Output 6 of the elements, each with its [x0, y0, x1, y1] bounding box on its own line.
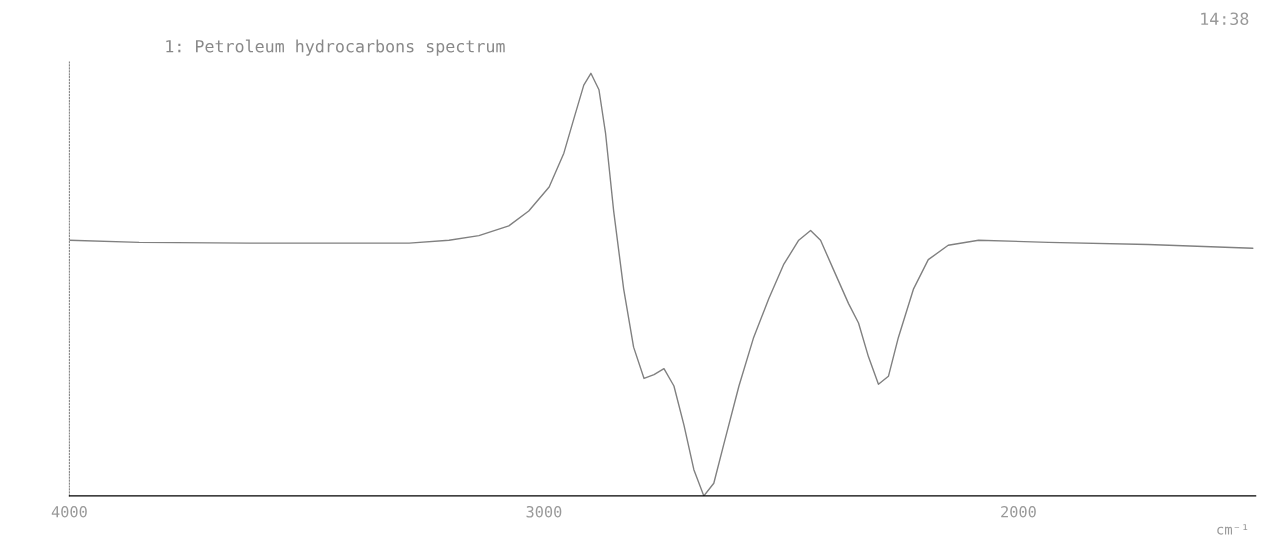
x-tick-label: 4000: [51, 505, 87, 518]
text: 14:38: [1201, 12, 1249, 26]
x-tick-label: 2000: [1001, 505, 1036, 518]
x-tick-label: 3000: [526, 505, 562, 518]
chart-title: 1: Petroleum hydrocarbons spectrum: [166, 39, 505, 56]
x-axis-title: cm⁻¹: [1217, 524, 1248, 535]
